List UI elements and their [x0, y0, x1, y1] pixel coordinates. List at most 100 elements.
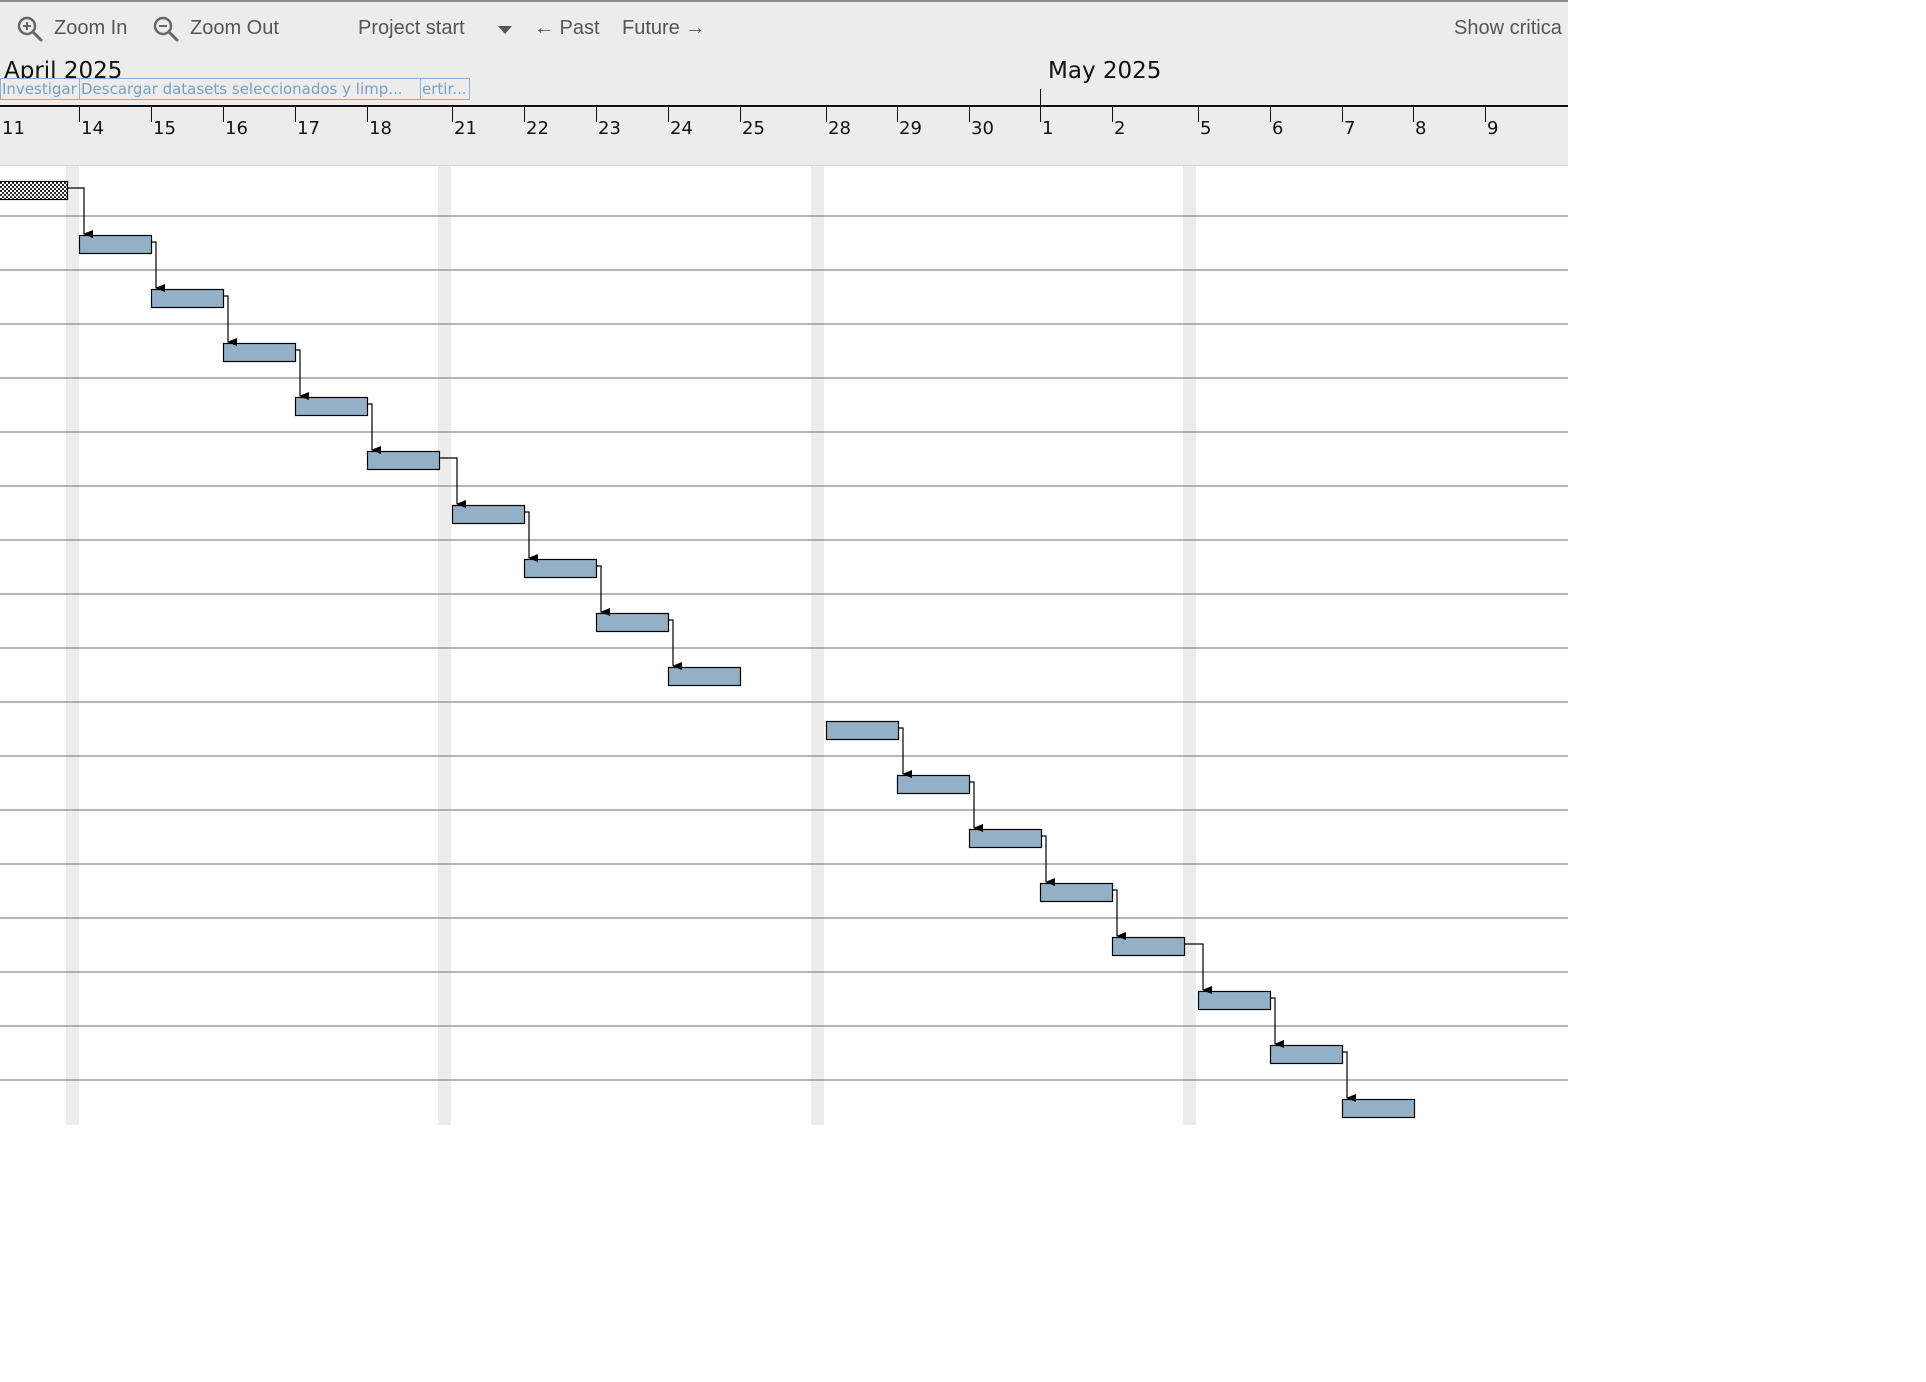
future-label: Future →	[622, 17, 706, 39]
task-bar	[451, 504, 526, 525]
day-label-14: 14	[81, 118, 104, 139]
dependency-arrow	[524, 511, 538, 562]
crumb-convertir[interactable]: ertir...	[420, 78, 470, 100]
past-label: ← Past	[534, 17, 600, 39]
day-tick-24	[668, 106, 669, 122]
day-tick-1	[1040, 106, 1041, 122]
weekend-stripe	[1183, 166, 1196, 1125]
dependency-arrow	[1184, 943, 1212, 994]
day-tick-9	[1485, 106, 1486, 122]
dependency-arrow	[67, 187, 93, 238]
day-tick-18	[367, 106, 368, 122]
future-button[interactable]: Future →	[622, 14, 705, 42]
day-tick-28	[826, 106, 827, 122]
dependency-arrow	[367, 403, 381, 454]
day-tick-25	[740, 106, 741, 122]
chevron-down-icon	[498, 26, 512, 34]
dependency-arrow	[1270, 997, 1284, 1048]
day-label-5: 5	[1200, 118, 1212, 139]
zoom-in-icon	[17, 16, 43, 42]
day-label-30: 30	[971, 118, 994, 139]
zoom-in-label: Zoom In	[54, 17, 128, 39]
dependency-arrow	[1041, 835, 1055, 886]
zoom-out-icon	[153, 16, 179, 42]
task-bar	[523, 558, 598, 579]
dependency-arrow	[1342, 1051, 1356, 1102]
crumb-descargar-datasets[interactable]: Descargar datasets seleccionados y limp.…	[79, 78, 421, 100]
day-tick-29	[897, 106, 898, 122]
day-tick-16	[223, 106, 224, 122]
day-tick-17	[295, 106, 296, 122]
day-tick-30	[969, 106, 970, 122]
day-label-29: 29	[899, 118, 922, 139]
gantt-chart-canvas[interactable]	[0, 166, 1568, 1125]
day-label-1: 1	[1042, 118, 1054, 139]
day-label-6: 6	[1272, 118, 1284, 139]
dependency-arrow	[668, 619, 682, 670]
task-bar	[896, 774, 971, 795]
day-label-21: 21	[454, 118, 477, 139]
day-tick-23	[596, 106, 597, 122]
past-button[interactable]: ← Past	[534, 14, 600, 42]
project-start-dropdown[interactable]	[496, 14, 516, 42]
task-bar	[1111, 936, 1186, 957]
task-bar	[222, 342, 297, 363]
task-bar	[667, 666, 742, 687]
timeline-axis	[0, 105, 1568, 107]
day-label-11: 11	[2, 118, 25, 139]
task-bar	[968, 828, 1043, 849]
month-label-may: May 2025	[1048, 58, 1162, 84]
day-tick-14	[79, 106, 80, 122]
day-label-23: 23	[598, 118, 621, 139]
dependency-arrow	[223, 295, 237, 346]
task-bar	[1341, 1098, 1416, 1119]
day-label-8: 8	[1415, 118, 1427, 139]
day-label-2: 2	[1114, 118, 1126, 139]
dependency-arrow	[151, 241, 165, 292]
day-label-25: 25	[742, 118, 765, 139]
task-bar	[366, 450, 441, 471]
task-bar	[595, 612, 670, 633]
day-tick-2	[1112, 106, 1113, 122]
day-label-9: 9	[1487, 118, 1499, 139]
task-bar	[150, 288, 225, 309]
project-start-button[interactable]: Project start	[358, 14, 465, 42]
task-bar	[825, 720, 900, 741]
summary-task-bar	[0, 180, 69, 201]
day-tick-5	[1198, 106, 1199, 122]
month-tick-may	[1040, 89, 1041, 122]
day-label-17: 17	[297, 118, 320, 139]
show-critical-button[interactable]: Show critica	[1454, 14, 1562, 42]
task-bar	[1197, 990, 1272, 1011]
day-tick-22	[524, 106, 525, 122]
timeline-header: April 2025 May 2025 Investigar Descargar…	[0, 56, 1568, 166]
weekend-stripe	[438, 166, 451, 1125]
weekend-stripe	[66, 166, 79, 1125]
zoom-out-label: Zoom Out	[190, 17, 279, 39]
project-start-label: Project start	[358, 17, 465, 39]
day-tick-21	[452, 106, 453, 122]
gantt-toolbar: Zoom In Zoom Out Project start ← Past Fu…	[0, 0, 1568, 56]
task-bar	[1269, 1044, 1344, 1065]
dependency-arrow	[1112, 889, 1126, 940]
task-bar	[294, 396, 369, 417]
task-bar	[1039, 882, 1114, 903]
gantt-chart-area[interactable]	[0, 166, 1568, 1125]
day-tick-15	[151, 106, 152, 122]
dependency-arrow	[596, 565, 610, 616]
day-label-16: 16	[225, 118, 248, 139]
show-critical-label: Show critica	[1454, 17, 1562, 39]
day-label-18: 18	[369, 118, 392, 139]
day-label-24: 24	[670, 118, 693, 139]
day-label-7: 7	[1344, 118, 1356, 139]
dependency-arrow	[898, 727, 912, 778]
dependency-arrow	[439, 457, 466, 508]
crumb-investigar[interactable]: Investigar	[0, 78, 80, 100]
day-tick-6	[1270, 106, 1271, 122]
dependency-arrow	[969, 781, 983, 832]
day-label-28: 28	[828, 118, 851, 139]
task-bar	[78, 234, 153, 255]
day-tick-7	[1342, 106, 1343, 122]
day-tick-8	[1413, 106, 1414, 122]
day-label-22: 22	[526, 118, 549, 139]
